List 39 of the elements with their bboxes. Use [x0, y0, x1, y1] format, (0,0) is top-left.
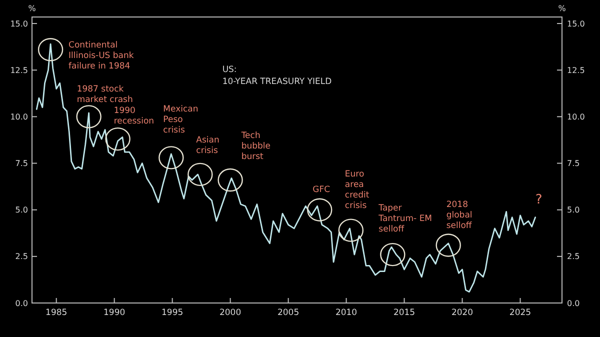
annotation: Taper Tantrum- EM selloff	[378, 204, 432, 235]
annotation: 1990 recession	[114, 106, 154, 127]
y-tick-label: 10.0	[10, 112, 28, 122]
y-tick-label: 0.0	[15, 298, 28, 308]
y2-tick-label: 7.5	[567, 159, 580, 168]
y2-tick-label: 12.5	[567, 66, 585, 75]
y2-tick-label: 15.0	[567, 19, 585, 28]
annotation: 1987 stock market crash	[76, 84, 133, 106]
text: US:	[222, 65, 237, 75]
y-tick-label: 7.5	[15, 159, 28, 168]
annotation: Euro area credit crisis	[344, 169, 370, 211]
annotation: Continental Illinois-US bank failure in 1984	[68, 40, 134, 72]
y-tick-label: 15.0	[10, 19, 28, 28]
y2-tick-label: 2.5	[567, 252, 580, 262]
y2-tick-label: 5.0	[567, 206, 580, 215]
x-tick-label: 2015	[393, 308, 416, 318]
annotation: Tech bubble burst	[240, 131, 270, 162]
y-axis-title: %	[28, 4, 36, 13]
x-tick-label: 1995	[162, 308, 184, 318]
y2-tick-label: 0.0	[567, 298, 580, 308]
annotation: Asian crisis	[196, 135, 220, 156]
line-series	[36, 43, 536, 293]
y-tick-label: 5.0	[15, 206, 28, 215]
text: 10-YEAR TREASURY YIELD	[222, 77, 332, 87]
y2-tick-label: 10.0	[567, 112, 585, 122]
x-tick-label: 2010	[335, 308, 358, 318]
annotation: Mexican Peso crisis	[163, 104, 198, 136]
x-tick-label: 1990	[104, 308, 126, 318]
x-tick-label: 2005	[277, 308, 300, 318]
x-tick-label: 2020	[451, 308, 474, 318]
y-tick-label: 12.5	[10, 66, 28, 75]
annotation: GFC	[312, 184, 330, 195]
x-tick-label: 2025	[509, 308, 532, 318]
annotation: ?	[535, 192, 542, 208]
annotation: 2018 global selloff	[446, 200, 473, 232]
x-tick-label: 1985	[46, 308, 68, 318]
x-tick-label: 2000	[219, 308, 242, 318]
y-tick-label: 2.5	[15, 252, 28, 262]
y2-axis-title: %	[558, 4, 566, 13]
